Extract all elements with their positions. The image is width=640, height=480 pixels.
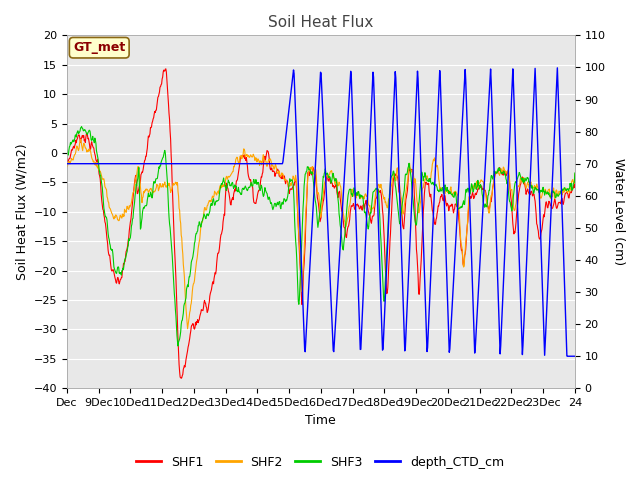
Legend: SHF1, SHF2, SHF3, depth_CTD_cm: SHF1, SHF2, SHF3, depth_CTD_cm — [131, 451, 509, 474]
Title: Soil Heat Flux: Soil Heat Flux — [268, 15, 374, 30]
X-axis label: Time: Time — [305, 414, 336, 427]
Text: GT_met: GT_met — [73, 41, 125, 54]
Y-axis label: Water Level (cm): Water Level (cm) — [612, 158, 625, 265]
Y-axis label: Soil Heat Flux (W/m2): Soil Heat Flux (W/m2) — [15, 144, 28, 280]
